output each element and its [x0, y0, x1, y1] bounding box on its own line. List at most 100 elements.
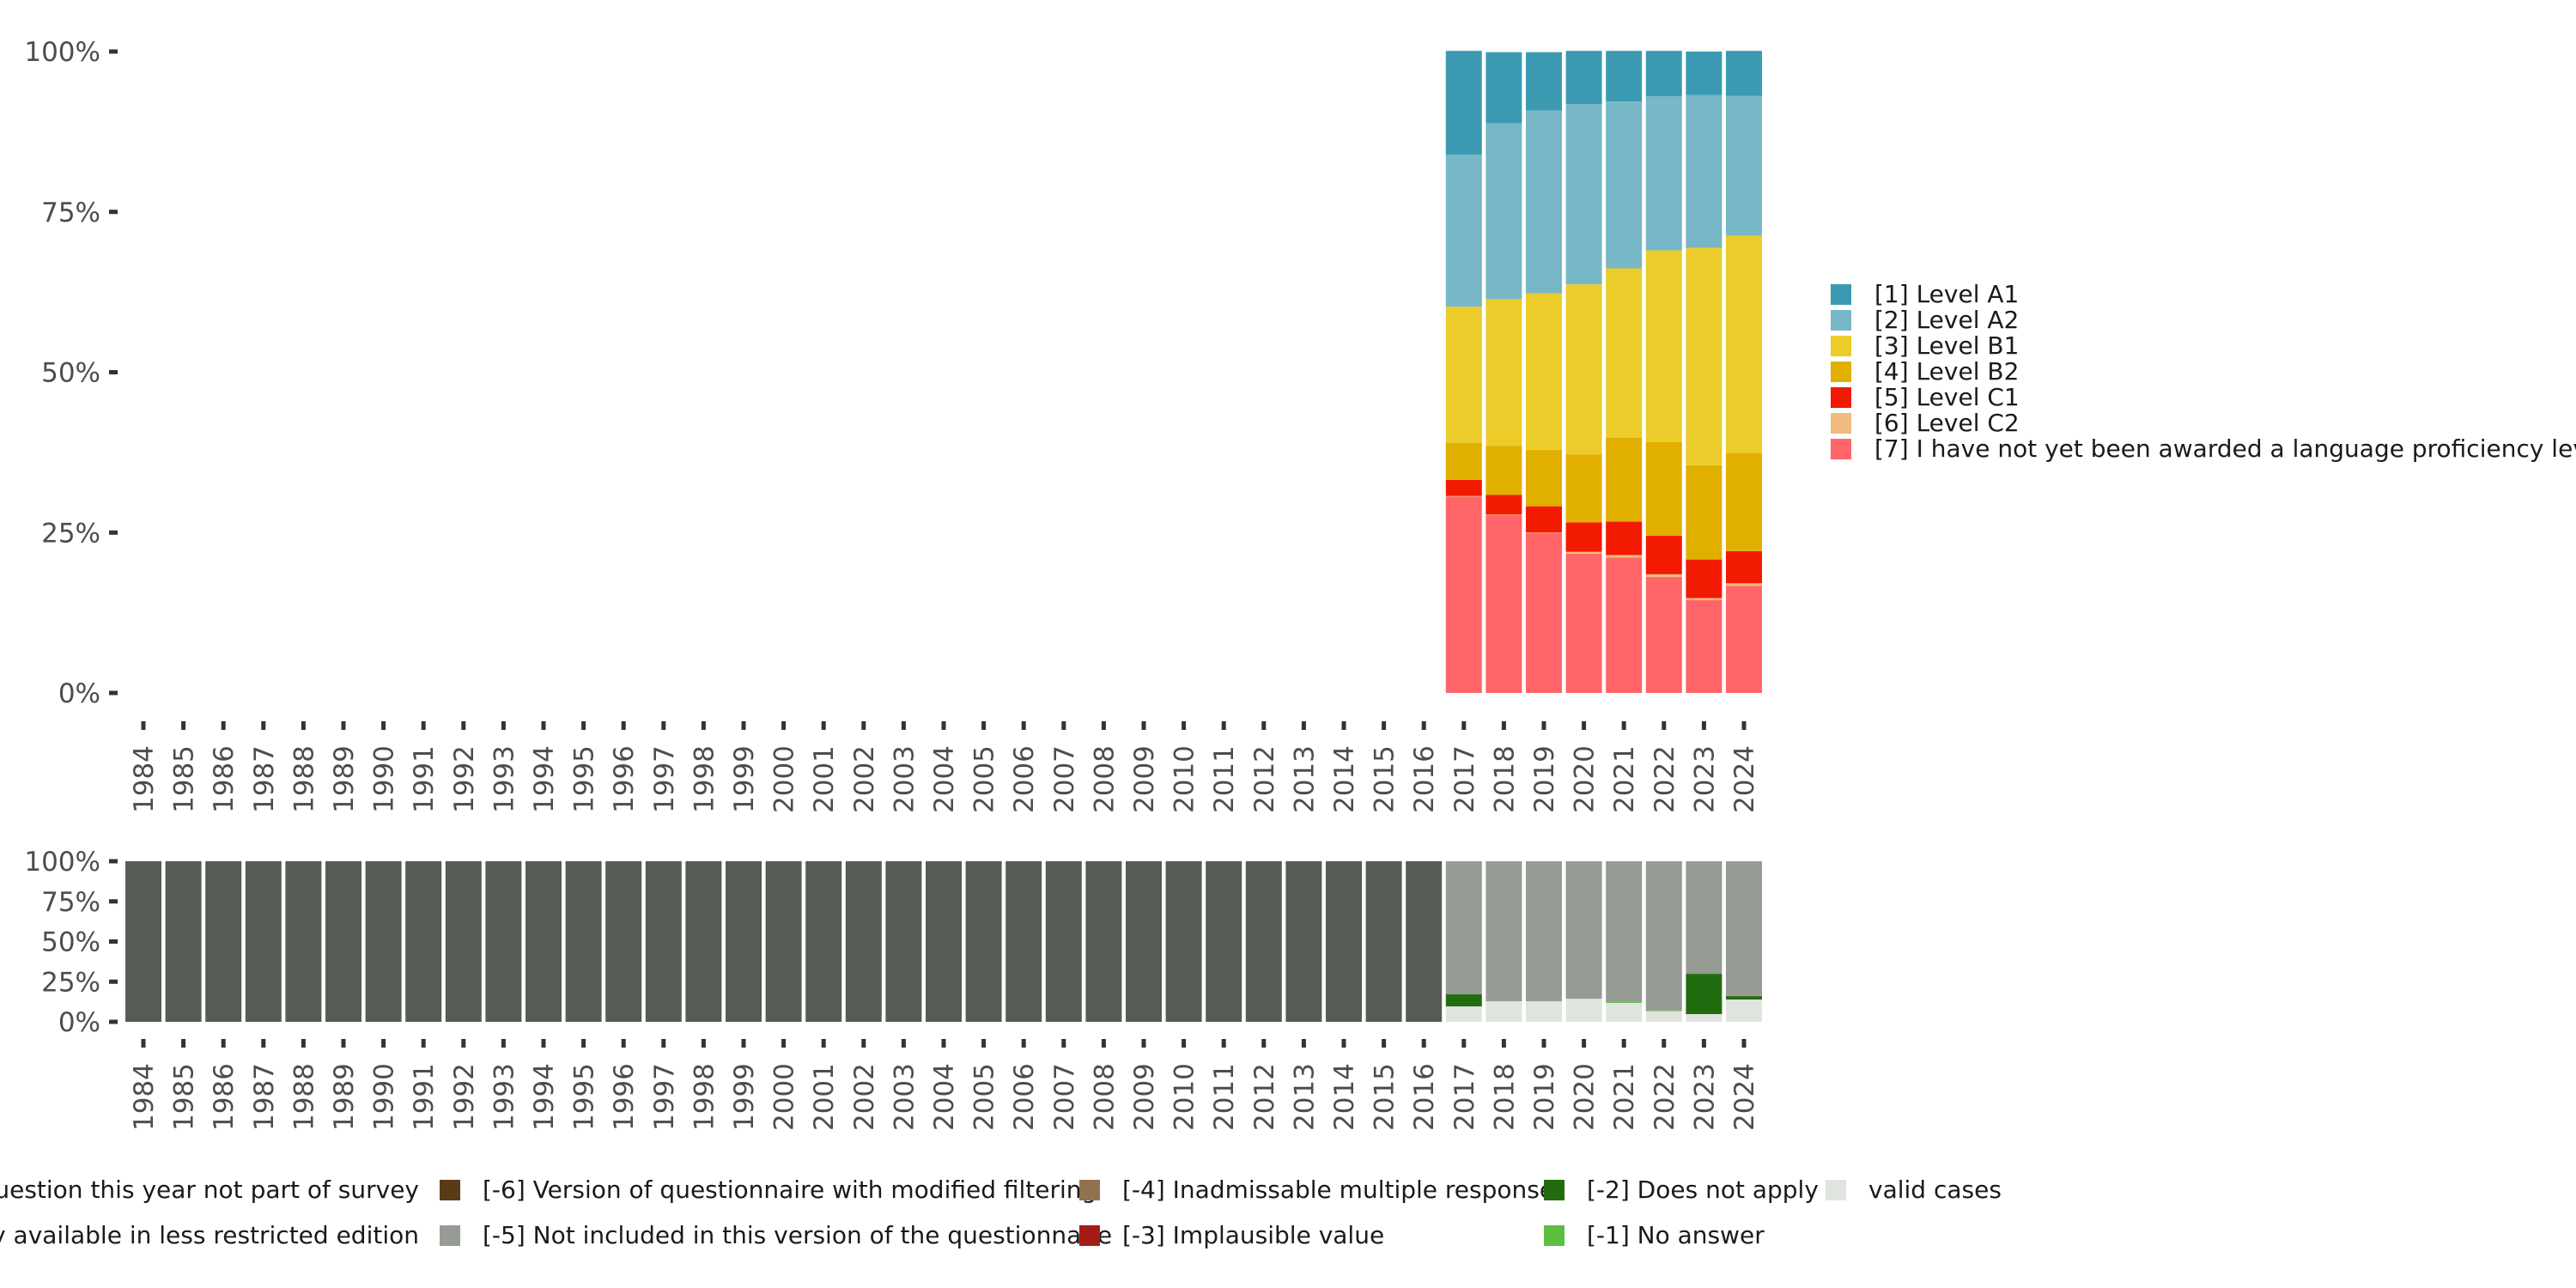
x-tick-label: 2015: [1370, 745, 1400, 813]
y-tick-label: 75%: [41, 887, 100, 918]
bar-segment: [1085, 861, 1122, 1022]
bar-segment: [1045, 861, 1082, 1022]
main-chart-panel: 0% 25% 50% 75% 100% 1984 1985 1986 1987 1988 1989 1…: [24, 37, 1762, 813]
bar-segment: [1565, 861, 1602, 999]
x-tick-label: 1997: [649, 1063, 680, 1131]
x-tick-label: 1992: [449, 745, 480, 813]
bar-segment: [1526, 532, 1562, 693]
x-tick-label: 2014: [1329, 745, 1360, 813]
x-tick-label: 2024: [1729, 745, 1760, 813]
bar-segment: [1726, 235, 1762, 453]
bar-segment: [1726, 550, 1762, 584]
bar-segment: [165, 861, 202, 1022]
x-tick-label: 2016: [1409, 745, 1440, 813]
y-tick-label: 25%: [41, 967, 100, 998]
bar-segment: [1686, 52, 1722, 95]
x-tick-label: 1984: [129, 1063, 160, 1131]
bar-segment: [1686, 599, 1722, 693]
bar-segment: [1526, 532, 1562, 533]
x-tick-label: 2020: [1570, 1063, 1601, 1131]
bar-segment: [1365, 861, 1402, 1022]
bar-segment: [485, 861, 522, 1022]
x-tick-label: 2002: [849, 745, 880, 813]
legend-label: [-2] Does not apply: [1587, 1176, 1819, 1204]
x-tick-label: 2014: [1329, 1063, 1360, 1131]
bar-segment: [1485, 52, 1522, 124]
x-tick-label: 2017: [1449, 745, 1480, 813]
legend-label: valid cases: [1868, 1176, 2002, 1204]
bar-segment: [325, 861, 361, 1022]
bar-segment: [1645, 1011, 1682, 1022]
x-tick-label: 2008: [1089, 1063, 1120, 1131]
x-tick-label: 1984: [129, 745, 160, 813]
bar-segment: [1606, 1001, 1643, 1003]
x-tick-label: 2019: [1529, 745, 1560, 813]
x-tick-label: 1995: [569, 745, 600, 813]
x-tick-label: 2022: [1649, 1063, 1680, 1131]
bar-segment: [1445, 1006, 1482, 1022]
legend-label: Only available in less restricted editio…: [0, 1221, 419, 1249]
bar-segment: [1606, 557, 1643, 693]
bar-segment: [1726, 453, 1762, 551]
bar-segment: [1526, 861, 1562, 1002]
bar-segment: [1005, 861, 1042, 1022]
bar-segment: [1686, 559, 1722, 598]
x-tick-label: 2018: [1489, 745, 1520, 813]
y-tick-label: 25%: [41, 518, 100, 549]
bar-segment: [1445, 994, 1482, 1007]
x-tick-label: 2010: [1170, 745, 1200, 813]
bar-segment: [1565, 522, 1602, 552]
bar-segment: [765, 861, 802, 1022]
bar-segment: [1445, 155, 1482, 307]
x-tick-label: 1989: [329, 1063, 360, 1131]
bar-segment: [1645, 51, 1682, 97]
bar-segment: [1485, 495, 1522, 515]
bar-segment: [445, 861, 482, 1022]
y-tick-label: 50%: [41, 927, 100, 958]
bar-segment: [685, 861, 722, 1022]
x-tick-label: 2021: [1609, 1063, 1640, 1131]
x-tick-label: 2007: [1049, 1063, 1080, 1131]
x-tick-label: 2022: [1649, 745, 1680, 813]
y-tick-label: 100%: [24, 37, 100, 68]
bar-segment: [805, 861, 842, 1022]
x-tick-label: 2000: [769, 745, 800, 813]
legend-label: [-5] Not included in this version of the…: [483, 1221, 1112, 1249]
legend-label: [5] Level C1: [1874, 383, 2020, 411]
bar-segment: [1526, 449, 1562, 507]
legend-label: [-3] Implausible value: [1122, 1221, 1384, 1249]
x-tick-label: 1993: [489, 745, 519, 813]
legend-label: [7] I have not yet been awarded a langua…: [1874, 434, 2576, 463]
bar-segment: [1526, 52, 1562, 111]
x-tick-label: 1986: [209, 745, 240, 813]
x-tick-label: 2006: [1009, 1063, 1040, 1131]
bar-segment: [1606, 861, 1643, 1002]
bar-segment: [1726, 861, 1762, 997]
legend-key: [1831, 310, 1851, 331]
x-tick-label: 2006: [1009, 745, 1040, 813]
bar-segment: [1726, 996, 1762, 1000]
x-tick-label: 2012: [1249, 745, 1280, 813]
x-tick-label: 2019: [1529, 1063, 1560, 1131]
x-tick-label: 1999: [729, 745, 760, 813]
bar-segment: [1326, 861, 1362, 1022]
bar-segment: [1726, 95, 1762, 236]
bar-segment: [1645, 576, 1682, 693]
x-tick-label: 1994: [529, 1063, 560, 1131]
bar-segment: [885, 861, 922, 1022]
x-tick-label: 2013: [1289, 1063, 1320, 1131]
bar-segment: [1606, 1002, 1643, 1022]
x-tick-label: 2000: [769, 1063, 800, 1131]
bar-segment: [1485, 515, 1522, 693]
x-tick-label: 2008: [1089, 745, 1120, 813]
legend-label: [1] Level A1: [1874, 280, 2019, 308]
bar-segment: [1645, 574, 1682, 577]
legend-key: [1544, 1225, 1564, 1246]
bar-segment: [726, 861, 762, 1022]
bar-segment: [1686, 247, 1722, 465]
x-tick-label: 2004: [929, 745, 960, 813]
bar-segment: [1485, 861, 1522, 1002]
bar-segment: [1686, 598, 1722, 600]
x-tick-label: 2012: [1249, 1063, 1280, 1131]
legend-label: [4] Level B2: [1874, 357, 2019, 386]
